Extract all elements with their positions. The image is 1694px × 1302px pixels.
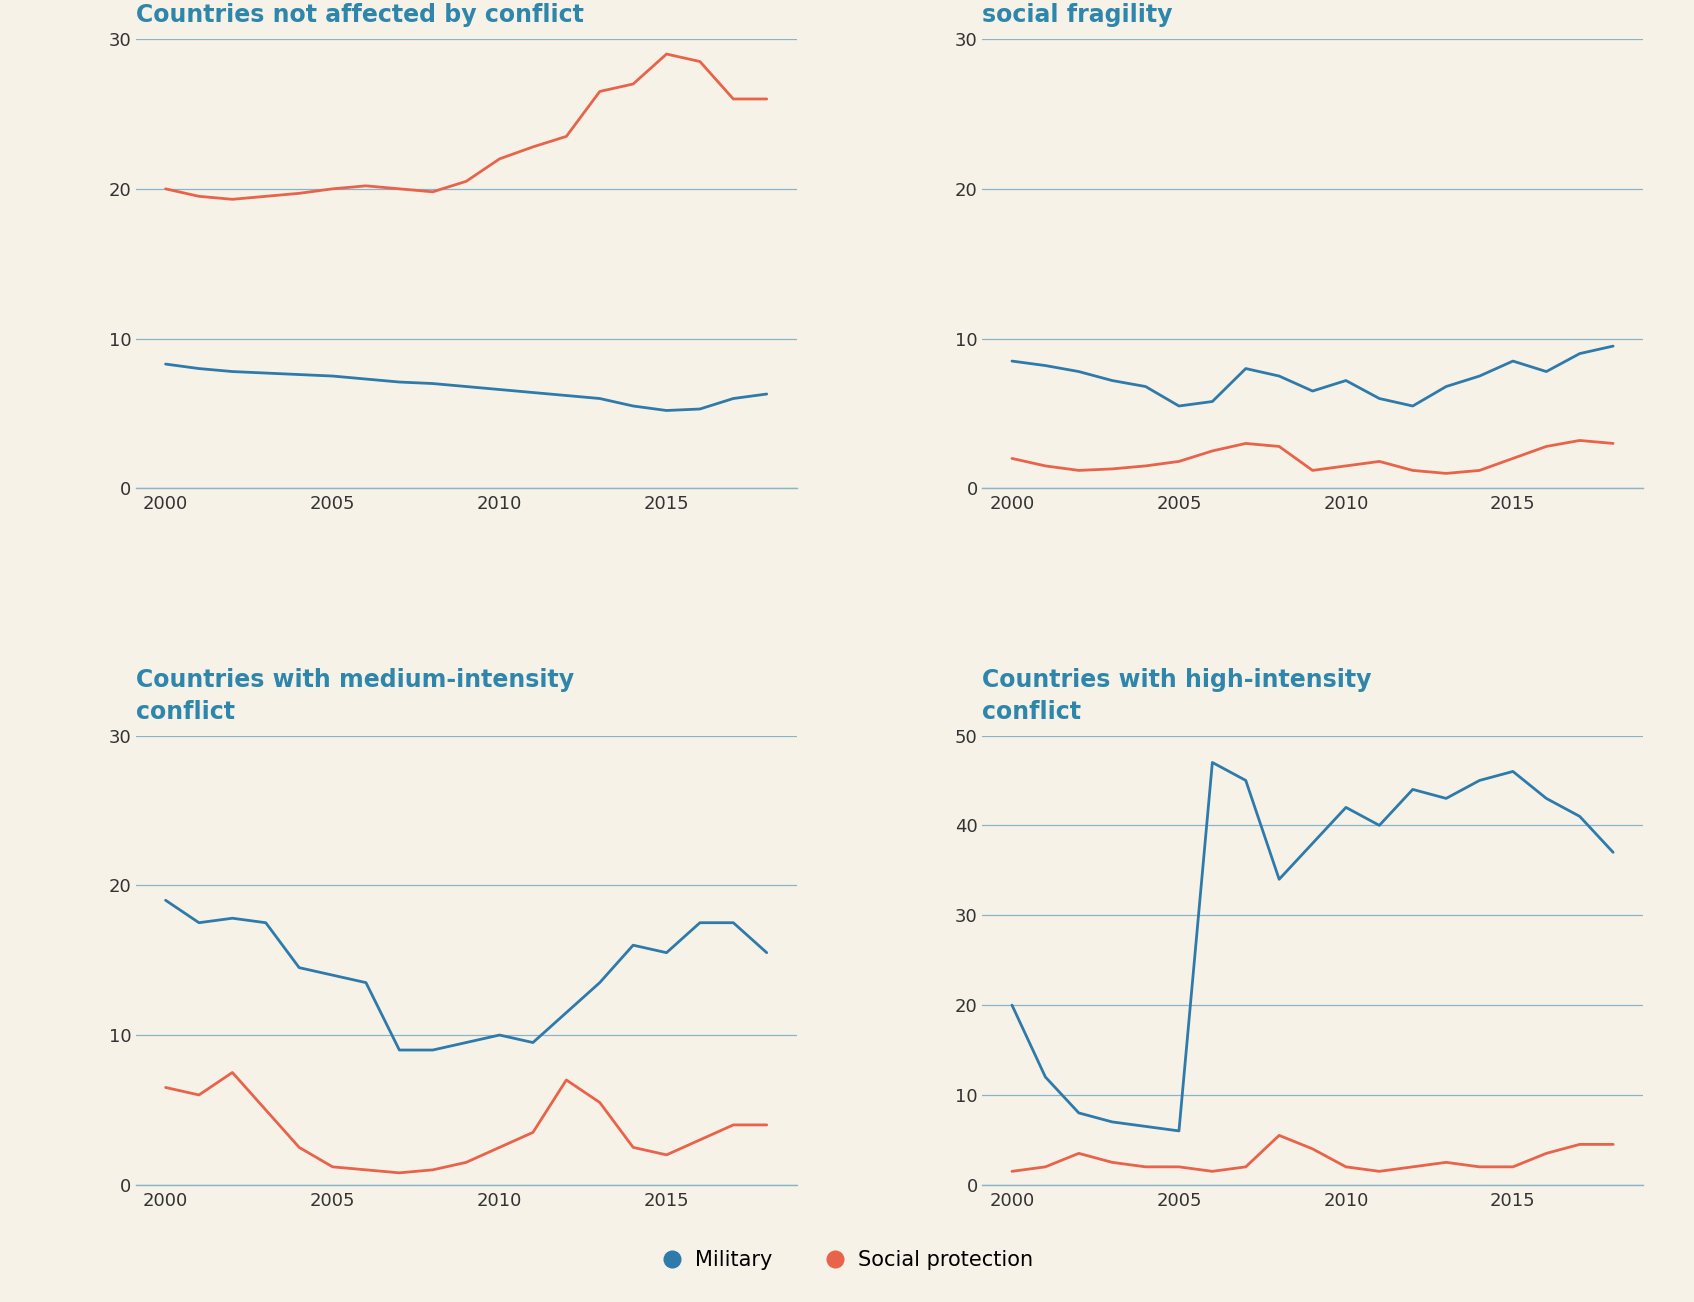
Legend: Military, Social protection: Military, Social protection xyxy=(654,1242,1040,1279)
Text: Countries not affected by conflict: Countries not affected by conflict xyxy=(136,4,583,27)
Text: Countries with high-intensity
conflict: Countries with high-intensity conflict xyxy=(983,668,1372,724)
Text: Countries with high institutional/
social fragility: Countries with high institutional/ socia… xyxy=(983,0,1423,27)
Text: Countries with medium-intensity
conflict: Countries with medium-intensity conflict xyxy=(136,668,574,724)
